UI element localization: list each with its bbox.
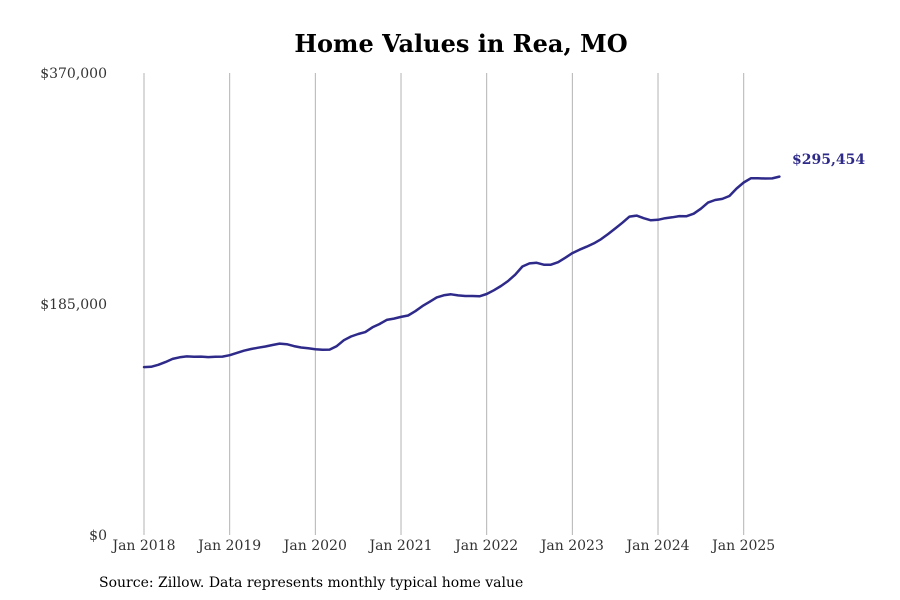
y-tick-label: $185,000 bbox=[40, 297, 107, 313]
x-tick-label: Jan 2018 bbox=[110, 538, 175, 554]
x-tick-label: Jan 2022 bbox=[453, 538, 518, 554]
x-tick-label: Jan 2025 bbox=[710, 538, 775, 554]
end-value-label: $295,454 bbox=[792, 152, 865, 168]
series-line bbox=[142, 175, 781, 369]
source-note: Source: Zillow. Data represents monthly … bbox=[99, 575, 523, 591]
x-tick-label: Jan 2024 bbox=[624, 538, 689, 554]
y-axis-tick-labels: $0 $185,000 $370,000 bbox=[40, 66, 107, 544]
x-axis-tick-labels: Jan 2018 Jan 2019 Jan 2020 Jan 2021 Jan 2022… bbox=[110, 538, 775, 554]
series-layer: $295,454 bbox=[142, 152, 865, 369]
x-tick-label: Jan 2023 bbox=[539, 538, 604, 554]
vertical-gridlines bbox=[143, 73, 745, 535]
x-tick-label: Jan 2019 bbox=[196, 538, 261, 554]
chart-title: Home Values in Rea, MO bbox=[294, 29, 627, 58]
x-tick-label: Jan 2021 bbox=[367, 538, 432, 554]
y-tick-label: $0 bbox=[89, 528, 107, 544]
y-tick-label: $370,000 bbox=[40, 66, 107, 82]
x-tick-label: Jan 2020 bbox=[282, 538, 347, 554]
